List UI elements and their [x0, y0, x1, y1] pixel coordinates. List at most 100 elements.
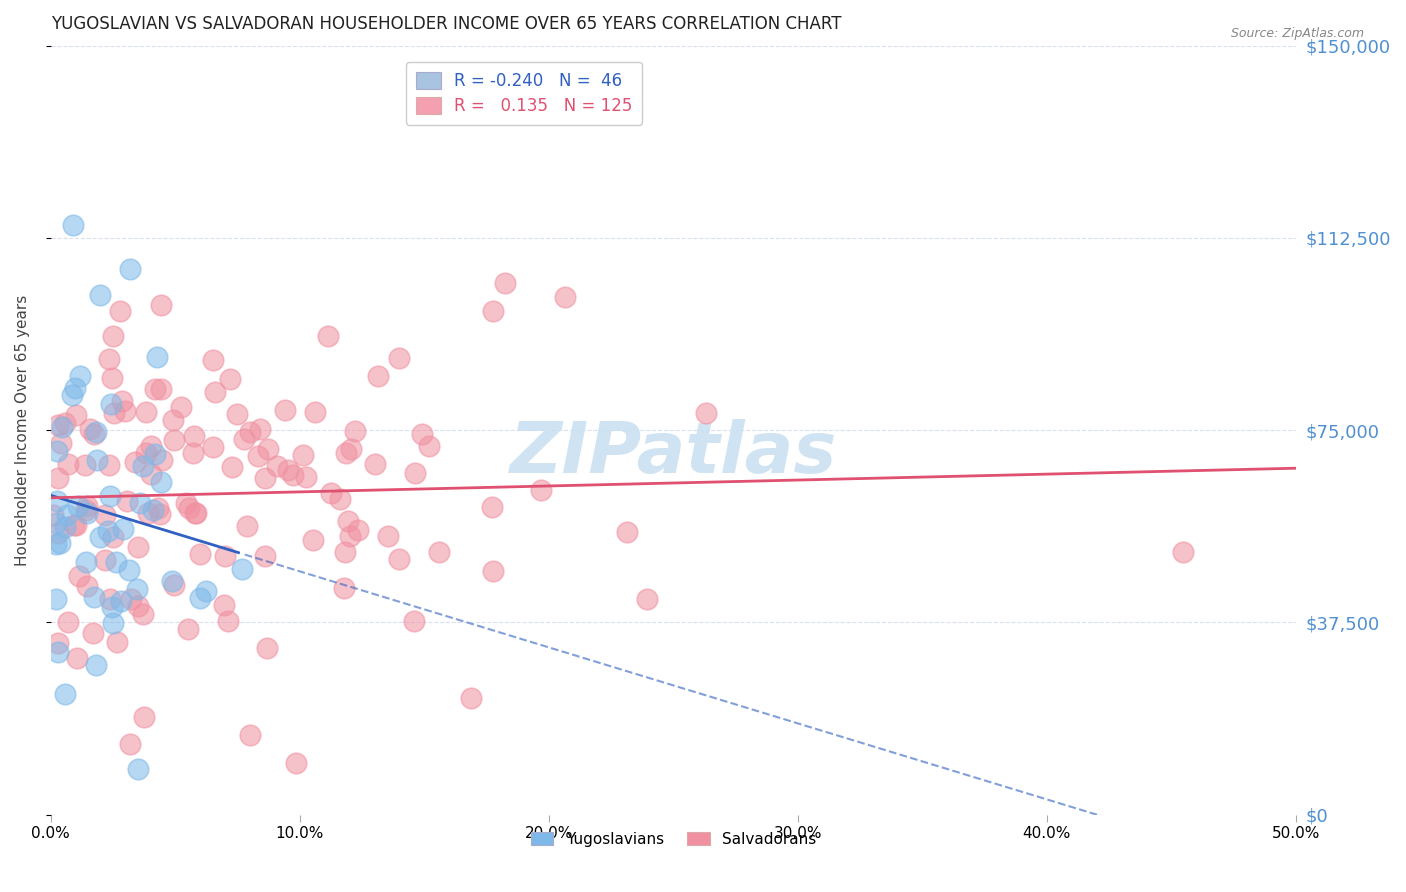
Point [387, 351, 409, 365]
Point [266, 458, 288, 473]
Point [377, 529, 399, 543]
Point [45, 592, 67, 607]
Point [62, 517, 84, 532]
Point [84, 657, 107, 672]
Point [316, 329, 339, 343]
Point [139, 467, 162, 482]
Point [162, 413, 184, 427]
Point [136, 506, 159, 520]
Point [94, 508, 117, 522]
Point [51, 420, 73, 434]
Point [120, 262, 142, 277]
Point [105, 555, 128, 569]
Point [221, 459, 243, 474]
Point [135, 405, 157, 419]
Point [65, 409, 87, 423]
Point [83, 590, 105, 604]
Point [404, 467, 426, 481]
Point [695, 406, 717, 420]
Point [128, 496, 150, 510]
Point [186, 506, 208, 520]
Point [120, 592, 142, 607]
Point [277, 463, 299, 477]
Point [46, 417, 69, 432]
Point [636, 592, 658, 607]
Point [75, 555, 97, 569]
Point [60, 387, 83, 401]
Point [89, 530, 111, 544]
Point [65, 517, 87, 532]
Point [150, 453, 173, 467]
Point [254, 471, 277, 485]
Point [204, 384, 226, 399]
Point [98, 489, 121, 503]
Point [292, 448, 315, 462]
Point [321, 486, 343, 500]
Legend: R = -0.240   N =  46, R =   0.135   N = 125: R = -0.240 N = 46, R = 0.135 N = 125 [405, 62, 643, 125]
Point [179, 500, 201, 515]
Point [340, 442, 363, 457]
Point [170, 400, 193, 414]
Point [53, 687, 76, 701]
Point [142, 503, 165, 517]
Point [73, 458, 96, 472]
Point [163, 578, 186, 592]
Text: YUGOSLAVIAN VS SALVADORAN HOUSEHOLDER INCOME OVER 65 YEARS CORRELATION CHART: YUGOSLAVIAN VS SALVADORAN HOUSEHOLDER IN… [51, 15, 841, 33]
Point [146, 501, 169, 516]
Point [48, 471, 70, 485]
Point [114, 404, 136, 418]
Point [231, 561, 253, 575]
Point [46, 636, 69, 650]
Point [177, 622, 200, 636]
Point [530, 483, 553, 497]
Point [236, 518, 259, 533]
Point [82, 626, 104, 640]
Point [67, 568, 90, 582]
Point [118, 563, 141, 577]
Point [111, 522, 134, 536]
Point [45, 516, 67, 531]
Point [411, 426, 433, 441]
Point [146, 350, 169, 364]
Point [285, 756, 308, 771]
Point [58, 615, 80, 629]
Point [127, 541, 149, 555]
Point [257, 442, 280, 456]
Point [333, 545, 356, 559]
Point [101, 600, 124, 615]
Point [239, 425, 262, 440]
Point [295, 470, 318, 484]
Point [181, 445, 204, 459]
Point [131, 459, 153, 474]
Point [135, 446, 157, 460]
Point [53, 520, 76, 534]
Point [404, 614, 426, 628]
Point [49, 535, 72, 549]
Point [115, 494, 138, 508]
Point [160, 574, 183, 589]
Point [174, 496, 197, 510]
Point [347, 523, 370, 537]
Point [217, 614, 239, 628]
Point [150, 297, 173, 311]
Point [202, 353, 225, 368]
Point [214, 549, 236, 563]
Point [149, 475, 172, 489]
Point [55, 508, 77, 522]
Point [145, 382, 167, 396]
Point [86, 452, 108, 467]
Point [101, 371, 124, 385]
Point [367, 369, 389, 384]
Point [149, 382, 172, 396]
Point [127, 599, 149, 614]
Point [45, 444, 67, 458]
Point [481, 500, 503, 515]
Point [120, 737, 142, 751]
Point [53, 416, 76, 430]
Point [110, 594, 132, 608]
Point [76, 579, 98, 593]
Point [616, 524, 638, 539]
Point [1171, 545, 1194, 559]
Point [76, 500, 98, 514]
Point [163, 433, 186, 447]
